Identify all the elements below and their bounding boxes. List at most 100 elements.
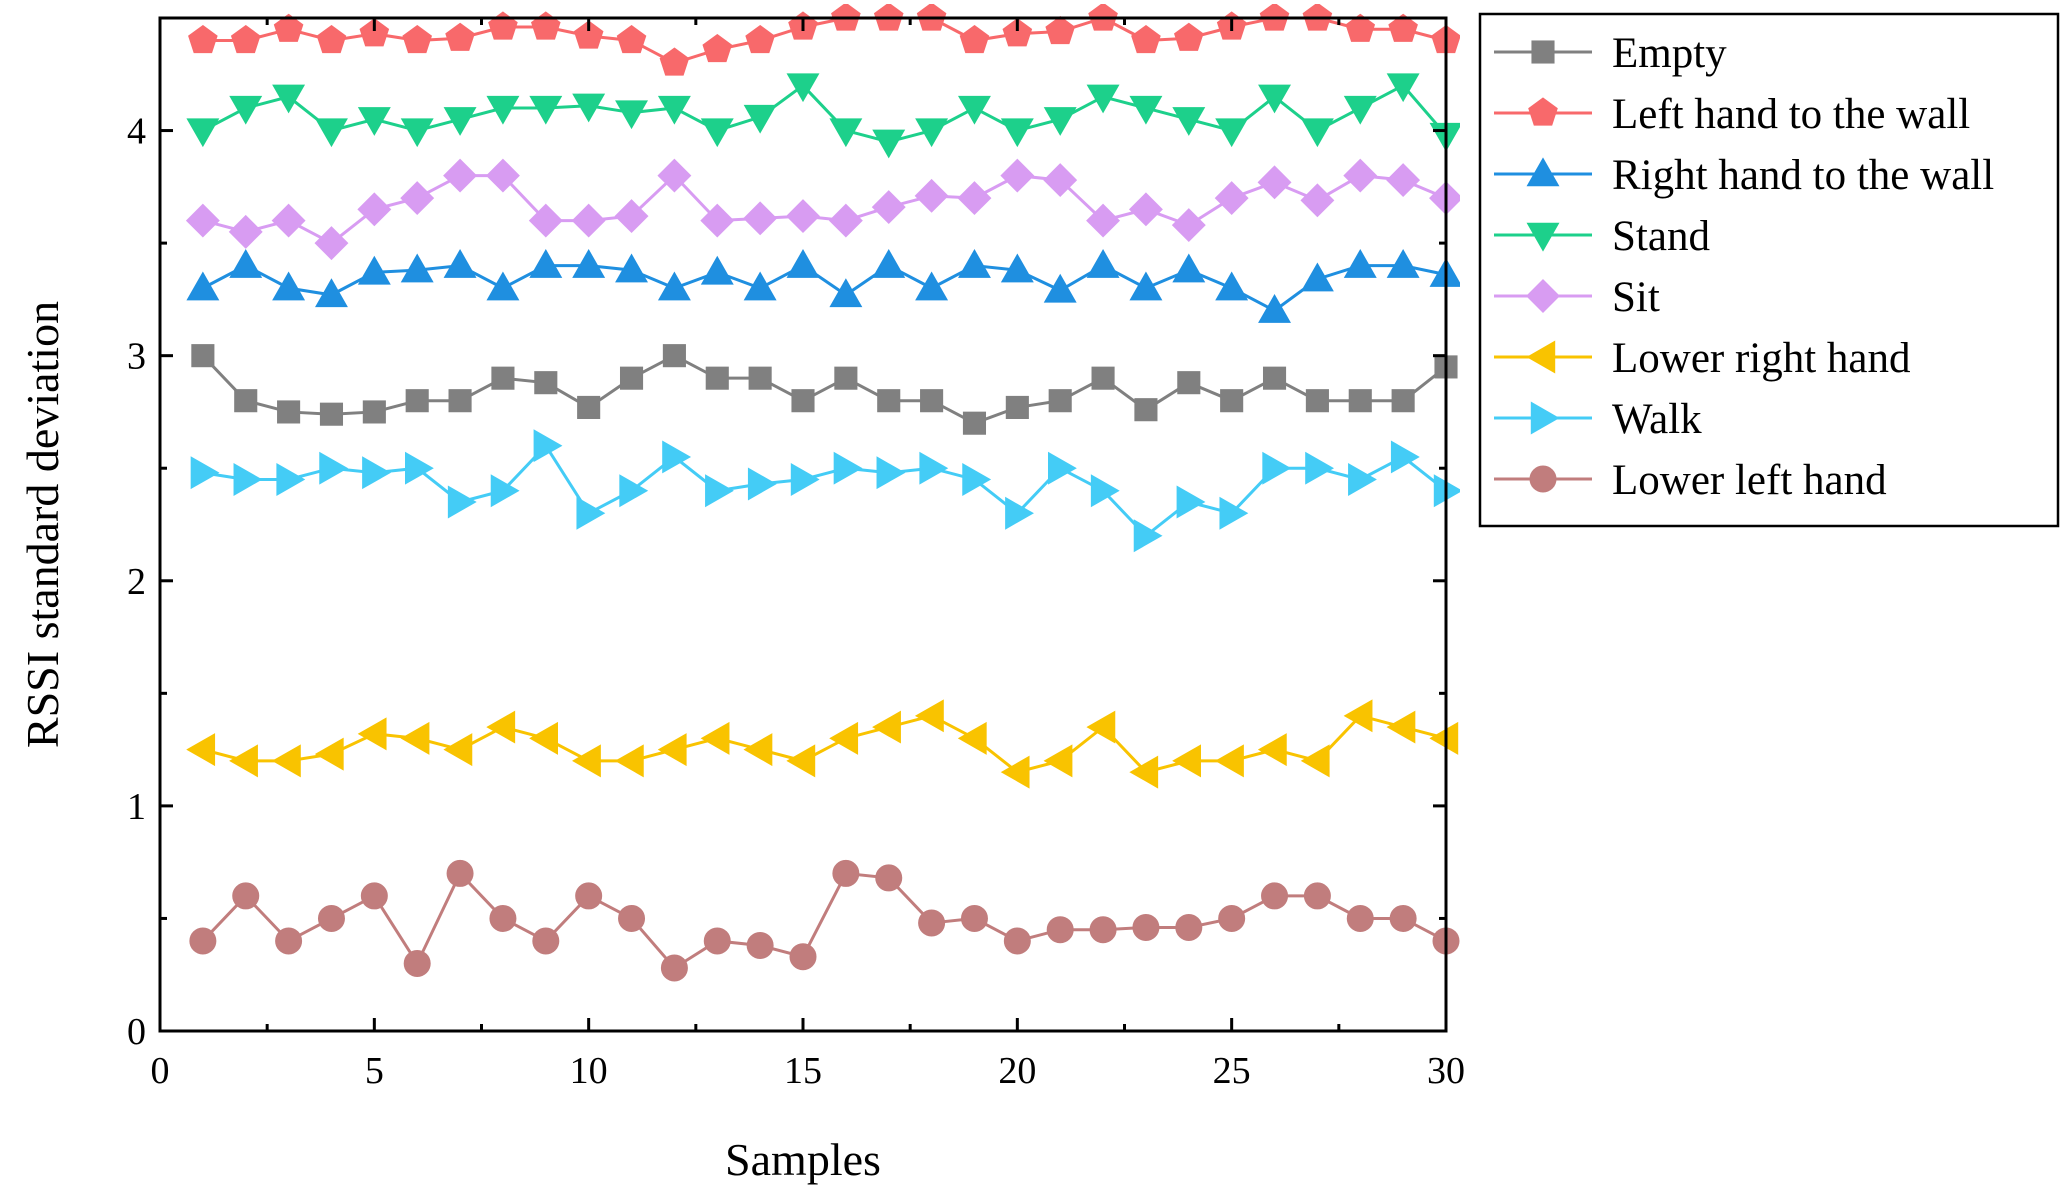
data-point: [229, 249, 263, 278]
data-point: [529, 721, 558, 755]
data-point: [571, 203, 606, 238]
series-lower-left-hand: [189, 859, 1460, 982]
data-point: [832, 859, 860, 887]
legend-item: Empty: [1494, 30, 1727, 77]
data-point: [1433, 474, 1460, 508]
data-point: [1000, 118, 1034, 148]
data-point: [833, 451, 863, 485]
data-point: [834, 366, 858, 390]
data-point: [315, 278, 348, 308]
data-point: [400, 118, 434, 148]
legend-swatch-marker: [1530, 401, 1560, 435]
legend-item: Lower right hand: [1494, 335, 1911, 382]
data-point: [577, 395, 601, 419]
data-point: [960, 904, 988, 932]
data-point: [700, 118, 734, 148]
data-point: [186, 118, 220, 148]
data-point: [234, 389, 258, 413]
data-point: [1172, 253, 1206, 283]
data-point: [1045, 15, 1076, 45]
data-point: [872, 710, 901, 744]
data-point: [1048, 451, 1077, 485]
data-point: [1000, 158, 1035, 193]
data-point: [271, 744, 301, 778]
data-point: [745, 24, 775, 54]
data-point: [877, 389, 901, 413]
data-point: [1429, 721, 1459, 755]
data-point: [659, 47, 690, 76]
data-point: [316, 24, 347, 54]
data-point: [188, 24, 218, 54]
data-point: [958, 249, 991, 278]
data-point: [357, 107, 391, 136]
ticks-layer: 0 5 10 15 20 25 30 0 1 2 3 4: [127, 18, 1465, 1092]
data-point: [233, 463, 263, 496]
data-point: [402, 24, 433, 54]
data-point: [443, 158, 478, 193]
data-point: [705, 474, 734, 508]
data-point: [920, 389, 944, 413]
data-point: [700, 203, 735, 238]
data-point: [786, 73, 820, 103]
data-point: [962, 463, 992, 496]
data-point: [1171, 208, 1206, 243]
data-point: [1129, 271, 1163, 301]
legend-item: Left hand to the wall: [1494, 91, 1970, 138]
data-point: [1089, 916, 1117, 944]
data-point: [572, 744, 601, 778]
data-point: [486, 271, 520, 301]
data-point: [357, 192, 392, 227]
data-point: [271, 203, 306, 238]
legend-box: [1478, 12, 2060, 528]
data-point: [485, 158, 520, 193]
data-point: [400, 253, 434, 283]
data-point: [317, 904, 345, 932]
x-tick-label: 5: [365, 1050, 384, 1092]
data-point: [272, 271, 306, 301]
data-point: [1305, 451, 1335, 485]
data-point: [702, 33, 733, 63]
legend-item: Stand: [1494, 213, 1710, 260]
data-point: [743, 733, 773, 767]
series-layer: [185, 4, 1460, 982]
data-point: [829, 278, 863, 308]
data-point: [1303, 882, 1331, 910]
series-line: [201, 870, 1447, 970]
data-point: [614, 744, 644, 778]
data-point: [872, 249, 906, 278]
data-point: [1215, 271, 1249, 301]
series-left-hand-to-the-wall: [188, 4, 1460, 76]
x-tick-label: 0: [151, 1050, 170, 1092]
data-point: [958, 95, 991, 125]
data-point: [319, 451, 349, 485]
x-tick-label: 10: [570, 1050, 608, 1092]
data-point: [405, 389, 429, 413]
series-empty: [191, 344, 1458, 435]
y-tick-label: 0: [127, 1011, 146, 1053]
y-tick-label: 3: [127, 336, 146, 378]
legend-label: Left hand to the wall: [1612, 91, 1970, 138]
data-point: [229, 95, 263, 125]
data-point: [619, 366, 644, 390]
data-point: [1086, 249, 1120, 278]
data-point: [1258, 294, 1291, 323]
legend-label: Right hand to the wall: [1612, 152, 1994, 199]
data-point: [447, 485, 477, 519]
data-point: [1262, 366, 1287, 390]
data-point: [277, 400, 301, 424]
data-point: [1002, 18, 1033, 47]
data-point: [186, 271, 220, 301]
series-walk: [190, 429, 1460, 553]
data-point: [486, 710, 516, 744]
data-point: [1048, 389, 1072, 413]
data-point: [1129, 95, 1163, 125]
data-point: [1129, 755, 1159, 789]
legend: Empty Left hand to the wall Right hand to …: [1478, 12, 2060, 528]
data-point: [789, 943, 817, 971]
legend-swatch-marker: [1526, 279, 1560, 313]
data-point: [191, 344, 215, 368]
data-point: [1000, 755, 1030, 789]
data-point: [360, 882, 388, 910]
data-point: [190, 456, 220, 490]
